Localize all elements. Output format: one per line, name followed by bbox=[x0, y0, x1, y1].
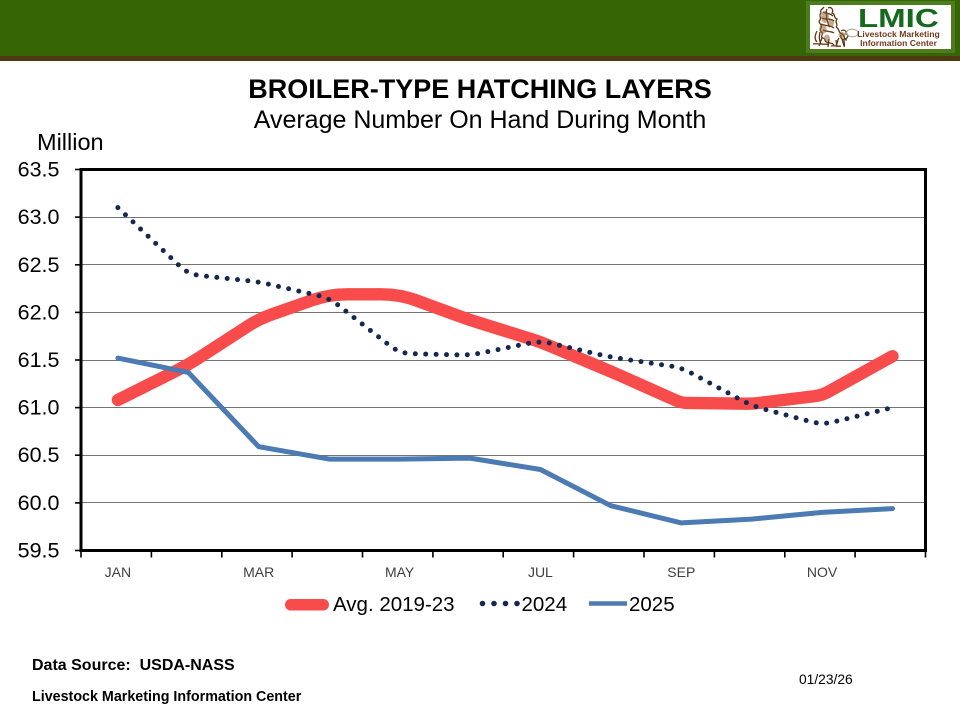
svg-text:62.0: 62.0 bbox=[18, 300, 60, 324]
svg-text:SEP: SEP bbox=[667, 564, 695, 580]
svg-text:MAR: MAR bbox=[243, 564, 274, 580]
svg-text:JAN: JAN bbox=[105, 564, 131, 580]
svg-text:JUL: JUL bbox=[528, 564, 553, 580]
svg-text:2024: 2024 bbox=[522, 593, 568, 616]
svg-text:59.5: 59.5 bbox=[18, 539, 60, 563]
svg-text:2025: 2025 bbox=[629, 593, 675, 616]
svg-text:60.0: 60.0 bbox=[18, 491, 60, 515]
svg-text:63.5: 63.5 bbox=[18, 158, 60, 182]
svg-text:60.5: 60.5 bbox=[18, 443, 60, 467]
svg-text:MAY: MAY bbox=[385, 564, 415, 580]
svg-text:61.5: 61.5 bbox=[18, 348, 60, 372]
svg-text:62.5: 62.5 bbox=[18, 253, 60, 277]
svg-text:Avg. 2019-23: Avg. 2019-23 bbox=[333, 593, 455, 616]
svg-text:63.0: 63.0 bbox=[18, 205, 60, 229]
svg-text:61.0: 61.0 bbox=[18, 396, 60, 420]
svg-text:NOV: NOV bbox=[807, 564, 838, 580]
